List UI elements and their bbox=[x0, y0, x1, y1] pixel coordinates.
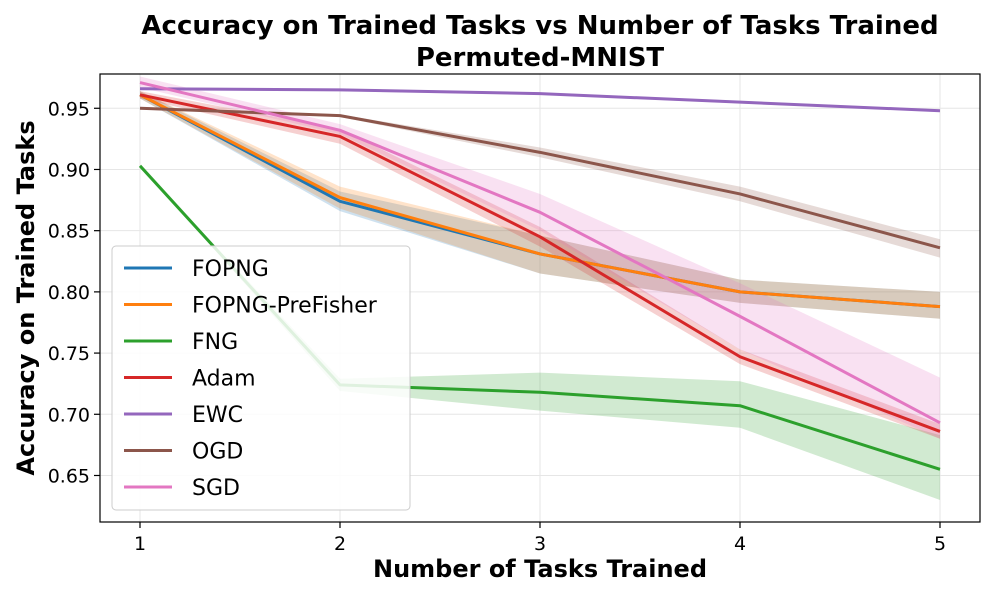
line-fopng-prefisher bbox=[139, 93, 941, 309]
legend: FOPNG FOPNG-PreFisher FNG Adam EWC OGD SGD bbox=[111, 245, 411, 511]
legend-label: FNG bbox=[192, 330, 238, 355]
x-tick-label: 1 bbox=[134, 533, 146, 555]
legend-label: FOPNG-PreFisher bbox=[192, 294, 378, 319]
band-sgd bbox=[140, 76, 940, 439]
y-tick-label: 0.80 bbox=[48, 282, 90, 304]
legend-label: EWC bbox=[192, 403, 243, 428]
y-tick-label: 0.85 bbox=[48, 221, 90, 243]
chart-title: Accuracy on Trained Tasks vs Number of T… bbox=[141, 11, 938, 41]
legend-label: FOPNG bbox=[192, 257, 269, 282]
legend-label: OGD bbox=[192, 440, 243, 465]
legend-label: SGD bbox=[192, 476, 240, 501]
y-tick-label: 0.90 bbox=[48, 159, 90, 181]
x-tick-label: 4 bbox=[734, 533, 746, 555]
axis-ticks: 0.65 0.70 0.75 0.80 0.85 0.90 0.95 1 2 3 4 5 bbox=[48, 98, 946, 555]
x-tick-label: 2 bbox=[334, 533, 346, 555]
line-sgd bbox=[139, 81, 941, 425]
y-axis-label: Accuracy on Trained Tasks bbox=[12, 120, 40, 475]
band-adam bbox=[140, 91, 940, 439]
legend-label: Adam bbox=[192, 367, 256, 392]
line-adam bbox=[139, 93, 941, 433]
chart-subtitle: Permuted-MNIST bbox=[416, 43, 665, 73]
x-tick-label: 3 bbox=[534, 533, 546, 555]
x-axis-label: Number of Tasks Trained bbox=[373, 555, 707, 583]
band-fopng bbox=[140, 91, 940, 319]
y-tick-label: 0.65 bbox=[48, 465, 90, 487]
band-fng bbox=[140, 165, 940, 500]
legend-box bbox=[111, 245, 411, 511]
y-tick-label: 0.75 bbox=[48, 343, 90, 365]
x-tick-label: 5 bbox=[934, 533, 946, 555]
y-tick-label: 0.95 bbox=[48, 98, 90, 120]
line-ewc bbox=[139, 87, 941, 113]
band-fopng-prefisher bbox=[140, 91, 940, 319]
y-tick-label: 0.70 bbox=[48, 404, 90, 426]
series-lines bbox=[138, 81, 941, 471]
